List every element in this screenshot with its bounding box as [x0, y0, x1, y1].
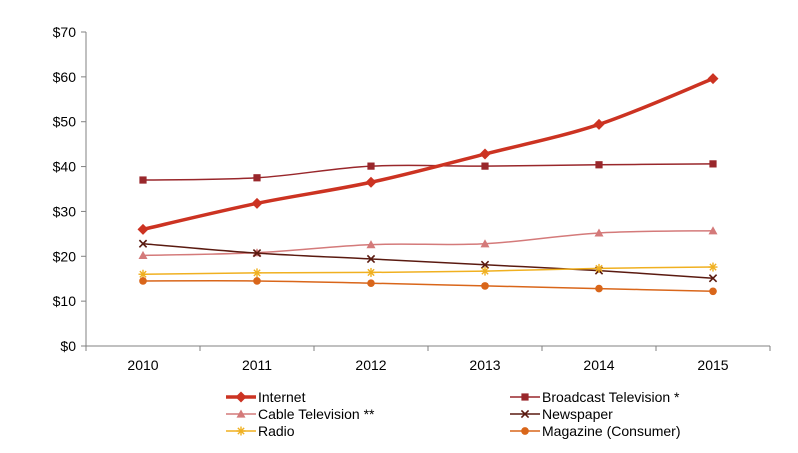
marker-stroke: [237, 427, 245, 435]
data-point: [480, 266, 490, 276]
marker-stroke: [595, 264, 603, 273]
legend-label: Cable Television **: [258, 406, 375, 422]
data-point: [481, 162, 489, 170]
data-point: [708, 226, 718, 235]
data-point: [479, 148, 491, 160]
data-point: [595, 284, 603, 293]
marker-stroke: [367, 268, 375, 277]
x-tick-label: 2012: [355, 357, 386, 373]
y-tick-label: $60: [53, 69, 77, 85]
data-point: [139, 277, 147, 285]
x-tick-label: 2010: [127, 357, 158, 373]
legend-marker: [521, 393, 529, 401]
legend-item: Newspaper: [510, 406, 613, 422]
data-point: [138, 250, 148, 259]
marker-stroke: [708, 274, 718, 283]
legend-item: Radio: [226, 423, 295, 439]
data-point: [708, 274, 718, 283]
chart-legend: Internet Broadcast Television * Cable Tele…: [226, 389, 681, 439]
data-point: [481, 282, 489, 290]
data-point: [139, 176, 147, 184]
legend-label: Magazine (Consumer): [542, 423, 681, 439]
legend-item: Magazine (Consumer): [510, 423, 681, 439]
data-point: [365, 176, 377, 188]
data-point: [480, 239, 490, 248]
series-cable-television: [138, 226, 718, 259]
marker-stroke: [253, 269, 261, 277]
legend-marker: [521, 427, 529, 435]
legend-marker: [520, 409, 530, 419]
series-line: [142, 266, 714, 275]
series-magazine-consumer: [139, 277, 717, 296]
series-broadcast-television: [139, 160, 717, 184]
x-tick-label: 2011: [242, 357, 272, 373]
series-line: [142, 163, 714, 181]
series-line: [142, 280, 714, 293]
legend-item: Internet: [226, 389, 306, 405]
data-point: [367, 162, 375, 170]
marker-stroke: [520, 409, 530, 419]
data-point: [366, 254, 376, 264]
marker-stroke: [480, 260, 490, 269]
data-point: [252, 248, 262, 258]
series-internet: [137, 73, 719, 235]
data-point: [253, 277, 261, 285]
y-tick-label: $10: [53, 293, 77, 309]
data-point: [251, 197, 263, 209]
legend-label: Broadcast Television *: [542, 389, 680, 405]
data-point: [367, 279, 375, 288]
marker-stroke: [481, 267, 489, 275]
legend-marker: [236, 409, 246, 418]
x-tick-label: 2014: [583, 357, 614, 373]
legend-item: Cable Television **: [226, 406, 375, 422]
data-point: [707, 73, 719, 85]
marker-stroke: [138, 239, 148, 248]
legend-marker: [235, 391, 247, 403]
y-tick-label: $40: [53, 159, 77, 175]
y-tick-label: $30: [53, 203, 77, 219]
y-tick-label: $50: [53, 114, 77, 130]
marker-stroke: [366, 254, 376, 264]
legend-label: Newspaper: [542, 406, 613, 422]
data-point: [366, 267, 376, 277]
series-line: [142, 229, 714, 257]
data-point: [708, 262, 718, 272]
series-line: [142, 242, 714, 280]
legend-item: Broadcast Television *: [510, 389, 680, 405]
data-point: [709, 287, 717, 296]
legend-marker: [236, 426, 246, 436]
y-tick-label: $0: [60, 338, 76, 354]
data-point: [252, 268, 262, 278]
series-radio: [138, 262, 718, 279]
chart-axes: $0 $10 $20 $30 $40 $50 $60 $70 2010 2011 2012 2013 2…: [53, 24, 771, 373]
data-point: [366, 240, 376, 249]
y-tick-label: $70: [53, 24, 77, 40]
data-point: [709, 160, 717, 168]
series-newspaper: [138, 239, 718, 283]
x-tick-label: 2015: [697, 357, 728, 373]
data-point: [593, 118, 605, 130]
x-tick-label: 2013: [469, 357, 500, 373]
legend-label: Internet: [258, 389, 306, 405]
series-layer: [137, 73, 719, 296]
data-point: [137, 223, 149, 235]
marker-stroke: [252, 248, 262, 258]
data-point: [480, 260, 490, 269]
data-point: [138, 239, 148, 248]
y-tick-label: $20: [53, 248, 77, 264]
marker-stroke: [139, 270, 147, 278]
data-point: [594, 228, 604, 237]
data-point: [594, 263, 604, 273]
legend-label: Radio: [258, 423, 295, 439]
data-point: [595, 161, 603, 169]
data-point: [253, 174, 261, 182]
marker-stroke: [709, 263, 717, 271]
series-line: [142, 77, 714, 232]
